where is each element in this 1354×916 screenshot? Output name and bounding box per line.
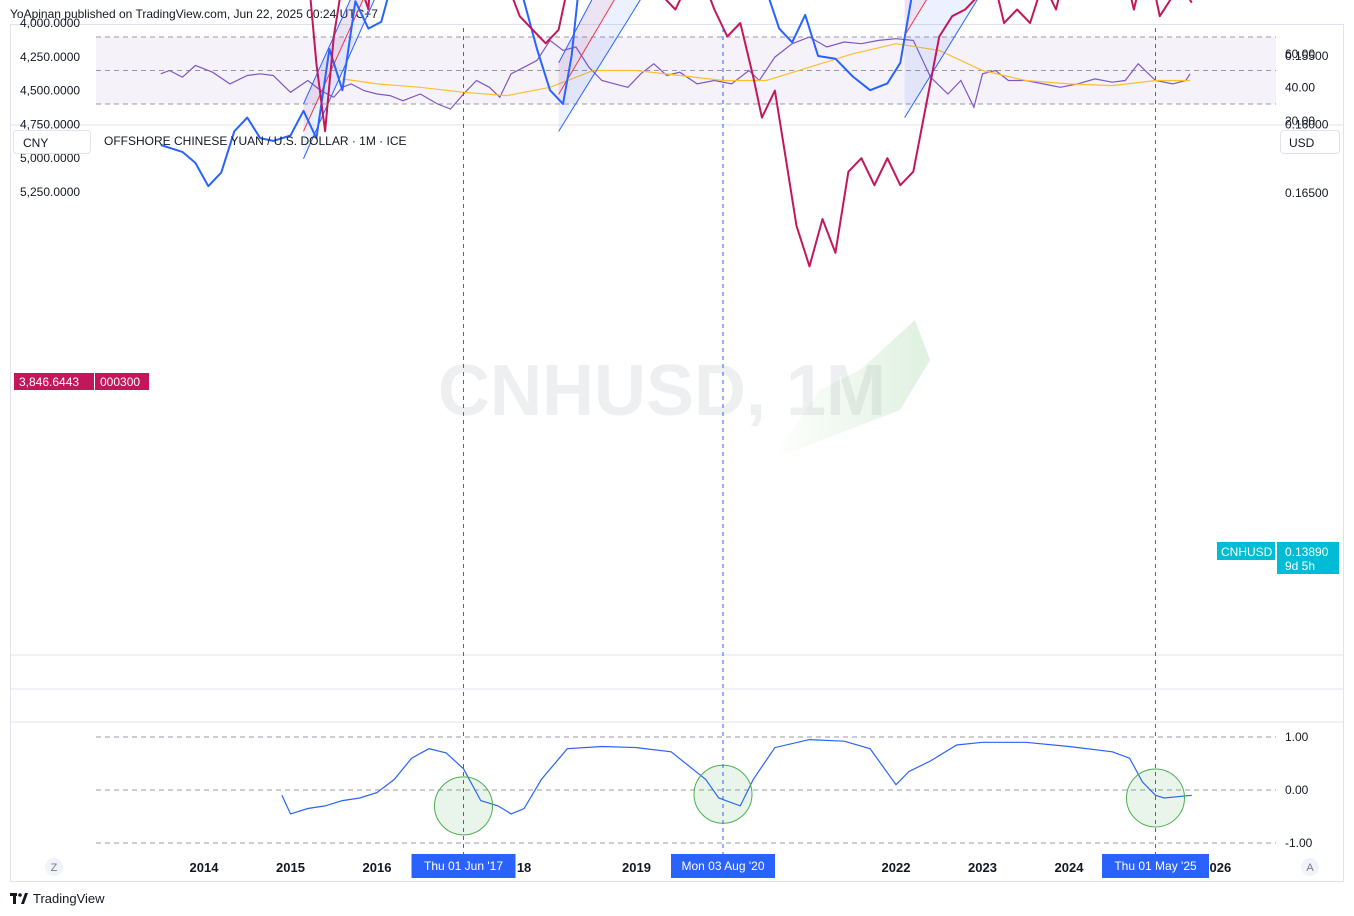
- corr-tick-label: -1.00: [1285, 836, 1313, 850]
- crosshair-date-box: [411, 854, 516, 878]
- index-tick-label: 4,250.0000: [20, 50, 80, 64]
- cnh-countdown: 9d 5h: [1285, 559, 1315, 573]
- rsi-line: [160, 36, 1191, 110]
- symbol-title: OFFSHORE CHINESE YUAN / U.S. DOLLAR · 1M…: [104, 134, 407, 148]
- index-price-value: 3,846.6443: [19, 375, 79, 389]
- cnh-price-tag: [1277, 542, 1339, 574]
- channel-upper-line: [303, 0, 375, 159]
- year-label: 2015: [276, 860, 305, 875]
- price-panel: CNHUSD, 1MResistanceSupportResistanceSup…: [20, 0, 1329, 460]
- channel-upper-line: [558, 0, 641, 132]
- channel-lower-line: [558, 0, 593, 64]
- year-label: 18: [517, 860, 531, 875]
- price-tick-label: 0.15500: [1285, 49, 1329, 63]
- published-header: YoApinan published on TradingView.com, J…: [10, 7, 378, 21]
- index-price-tag: [14, 373, 94, 390]
- channel-mid-line: [558, 0, 615, 95]
- cnh-price-value: 0.13890: [1285, 545, 1329, 559]
- cnh-symbol-tag: [1217, 542, 1275, 560]
- year-label: 2022: [882, 860, 911, 875]
- index-tick-label: 5,250.0000: [20, 185, 80, 199]
- year-label: 2019: [622, 860, 651, 875]
- auto-button: [1301, 858, 1319, 876]
- rsi-tick-label: 20.00: [1285, 114, 1315, 128]
- crosshair-date-box: [1102, 854, 1209, 878]
- correlation-panel: 1.00 0.00 -1.00: [96, 730, 1313, 850]
- index-tick-label: 4,000.0000: [20, 16, 80, 30]
- corr-tick-label: 0.00: [1285, 783, 1309, 797]
- watermark-arrow: [770, 320, 930, 460]
- crosshair-date-label: Thu 01 May '25: [1114, 859, 1197, 873]
- currency-box[interactable]: USD: [1280, 130, 1340, 154]
- index-symbol-label: 000300: [100, 375, 140, 389]
- crosshair-date-label: Mon 03 Aug '20: [681, 859, 764, 873]
- auto-button-label: A: [1306, 862, 1314, 874]
- year-label: 2014: [190, 860, 220, 875]
- footer-brand-label: TradingView: [33, 891, 105, 906]
- left-symbol-box[interactable]: CNY: [13, 130, 91, 154]
- index-line: [309, 0, 1193, 268]
- rsi-tick-label: 60.00: [1285, 47, 1315, 61]
- zoom-button: [45, 858, 63, 876]
- year-label: 2024: [1055, 860, 1085, 875]
- chart-frame: [10, 24, 1344, 882]
- crosshair-date-label: Thu 01 Jun '17: [424, 859, 503, 873]
- price-tick-label: 0.16500: [1285, 186, 1329, 200]
- crosshair-date-box: [671, 854, 775, 878]
- year-label: 2016: [363, 860, 392, 875]
- channel-upper-line: [904, 0, 978, 118]
- index-tick-label: 4,500.0000: [20, 84, 80, 98]
- tradingview-logo-icon: [10, 892, 28, 905]
- corr-tick-label: 1.00: [1285, 730, 1309, 744]
- correlation-line: [281, 738, 1192, 815]
- year-label: 2023: [968, 860, 997, 875]
- channel-lower-line: [303, 0, 351, 105]
- price-tick-label: 0.16000: [1285, 118, 1329, 132]
- time-axis: 20142015201618201920202220232024026Thu 0…: [45, 28, 1319, 878]
- index-tick-label: 4,750.0000: [20, 117, 80, 131]
- index-tick-label: 5,000.0000: [20, 151, 80, 165]
- zoom-button-label: Z: [51, 862, 58, 874]
- cnhusd-line: [160, 0, 913, 188]
- channel-mid-line: [303, 0, 364, 132]
- cnh-symbol-label: CNHUSD: [1221, 545, 1273, 559]
- rsi-panel: 60.00 40.00 20.00: [96, 36, 1315, 128]
- rsi-ma-line: [342, 43, 1191, 97]
- index-symbol-tag: [95, 373, 149, 390]
- footer-brand[interactable]: TradingView: [10, 891, 105, 906]
- year-label: 026: [1210, 860, 1232, 875]
- rsi-tick-label: 40.00: [1285, 80, 1315, 94]
